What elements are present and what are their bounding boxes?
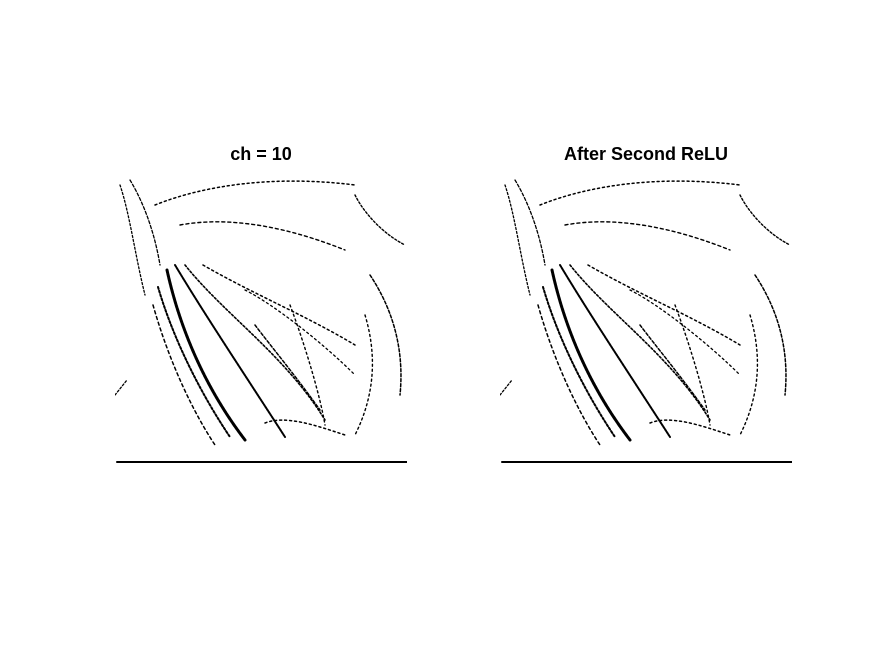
edge-map-image-left xyxy=(115,179,407,463)
edge-map-image-right xyxy=(500,179,792,463)
panel-channel-10: ch = 10 xyxy=(115,140,407,465)
panel-title-right: After Second ReLU xyxy=(563,144,729,164)
panel-after-second-relu: After Second ReLU xyxy=(500,140,792,465)
panel-title-left: ch = 10 xyxy=(230,144,292,164)
